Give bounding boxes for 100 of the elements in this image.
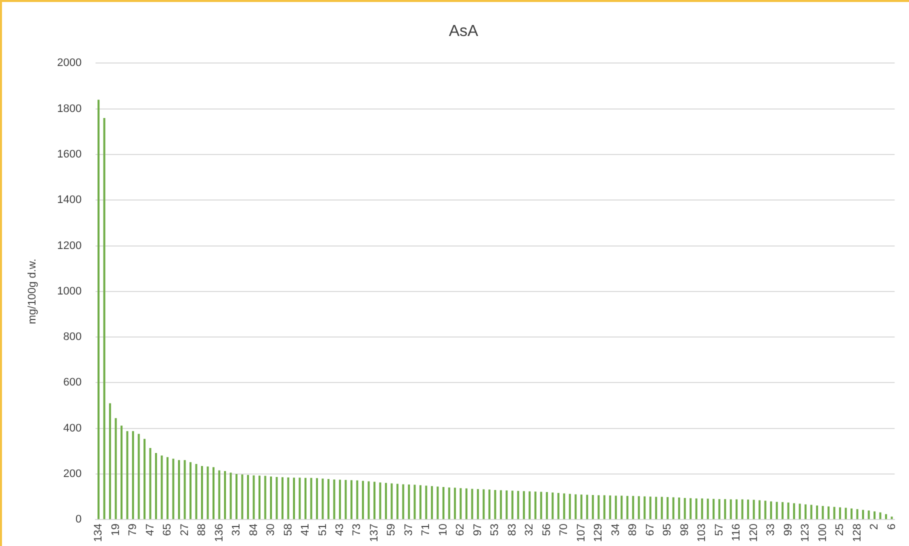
x-tick-label: 129 — [592, 524, 605, 542]
bar — [660, 496, 663, 520]
bar — [724, 499, 726, 520]
bar — [816, 505, 818, 520]
y-tick-label: 800 — [63, 331, 82, 344]
bar — [868, 510, 870, 520]
x-tick-label: 107 — [575, 524, 588, 542]
bar — [212, 467, 215, 520]
bar — [126, 431, 128, 520]
x-tick-label: 6 — [886, 524, 898, 530]
bar — [264, 476, 266, 520]
x-tick-label: 53 — [489, 524, 502, 536]
bar — [833, 506, 836, 520]
x-tick-label: 71 — [420, 524, 432, 536]
y-tick-label: 200 — [63, 468, 82, 480]
x-tick-label: 62 — [454, 524, 467, 536]
bar — [500, 490, 502, 520]
bar — [166, 457, 169, 520]
bar — [114, 418, 117, 520]
bar — [655, 496, 658, 520]
bar — [666, 497, 669, 520]
bar — [448, 487, 450, 520]
bar — [804, 504, 807, 520]
bar — [782, 502, 784, 520]
bar — [482, 489, 485, 520]
bar — [874, 511, 876, 520]
bar — [620, 496, 623, 520]
bar — [522, 491, 525, 520]
bar — [592, 495, 594, 520]
bar — [712, 498, 715, 520]
bar — [511, 490, 514, 520]
x-tick-label: 19 — [110, 524, 122, 536]
bar — [546, 492, 548, 520]
x-tick-label: 128 — [851, 524, 864, 542]
bar — [879, 512, 882, 520]
bar — [856, 509, 858, 520]
x-tick-label: 33 — [765, 524, 778, 536]
bar — [695, 498, 698, 520]
x-tick-label: 31 — [230, 524, 243, 536]
bar — [810, 504, 812, 520]
bar — [603, 495, 606, 520]
bar — [172, 458, 174, 520]
bar — [793, 503, 796, 520]
bar — [368, 481, 370, 520]
bar — [276, 476, 278, 520]
bar — [626, 496, 628, 520]
x-tick-label: 84 — [248, 524, 260, 536]
bar — [109, 403, 112, 520]
bar — [465, 488, 468, 520]
bar — [776, 502, 778, 520]
bar — [155, 453, 158, 520]
x-tick-label: 51 — [316, 524, 329, 536]
x-tick-label: 100 — [816, 524, 829, 542]
bar — [770, 501, 772, 520]
x-tick-label: 30 — [265, 524, 278, 536]
bar — [218, 470, 220, 520]
bar — [460, 488, 462, 520]
x-tick-label: 79 — [127, 524, 140, 536]
bar — [890, 516, 893, 520]
x-tick-label: 116 — [730, 524, 743, 542]
bar — [98, 100, 100, 520]
bar — [690, 498, 692, 520]
x-tick-label: 95 — [662, 524, 674, 536]
bar — [442, 487, 444, 520]
bar — [344, 480, 347, 520]
bar — [402, 484, 404, 520]
bar — [190, 462, 192, 520]
bar — [787, 502, 790, 520]
bar — [609, 495, 612, 520]
y-tick-label: 600 — [63, 376, 82, 389]
bar — [822, 506, 824, 520]
x-tick-label: 97 — [472, 524, 484, 536]
bar — [638, 496, 640, 520]
bar — [736, 499, 738, 520]
bar — [281, 477, 284, 520]
x-tick-label: 37 — [402, 524, 415, 536]
bar — [574, 494, 577, 520]
bar — [379, 482, 382, 520]
x-tick-label: 10 — [437, 524, 450, 536]
y-axis-title: mg/100g d.w. — [26, 258, 39, 324]
x-tick-label: 27 — [178, 524, 191, 536]
bar — [850, 508, 853, 520]
bar — [471, 488, 474, 520]
x-tick-label: 59 — [386, 524, 398, 536]
y-tick-label: 2000 — [57, 57, 82, 70]
bar — [649, 496, 652, 520]
bar — [552, 492, 554, 520]
bar — [362, 480, 364, 520]
bar — [758, 500, 761, 520]
chart-title: AsA — [448, 23, 478, 40]
bar — [730, 499, 732, 520]
bar — [149, 448, 152, 520]
bar — [839, 507, 842, 520]
bar — [201, 466, 204, 520]
x-tick-label: 136 — [213, 524, 226, 542]
bar — [580, 494, 582, 520]
x-tick-label: 58 — [282, 524, 294, 536]
x-tick-label: 32 — [524, 524, 536, 536]
bar — [292, 478, 295, 520]
bar — [235, 474, 238, 520]
